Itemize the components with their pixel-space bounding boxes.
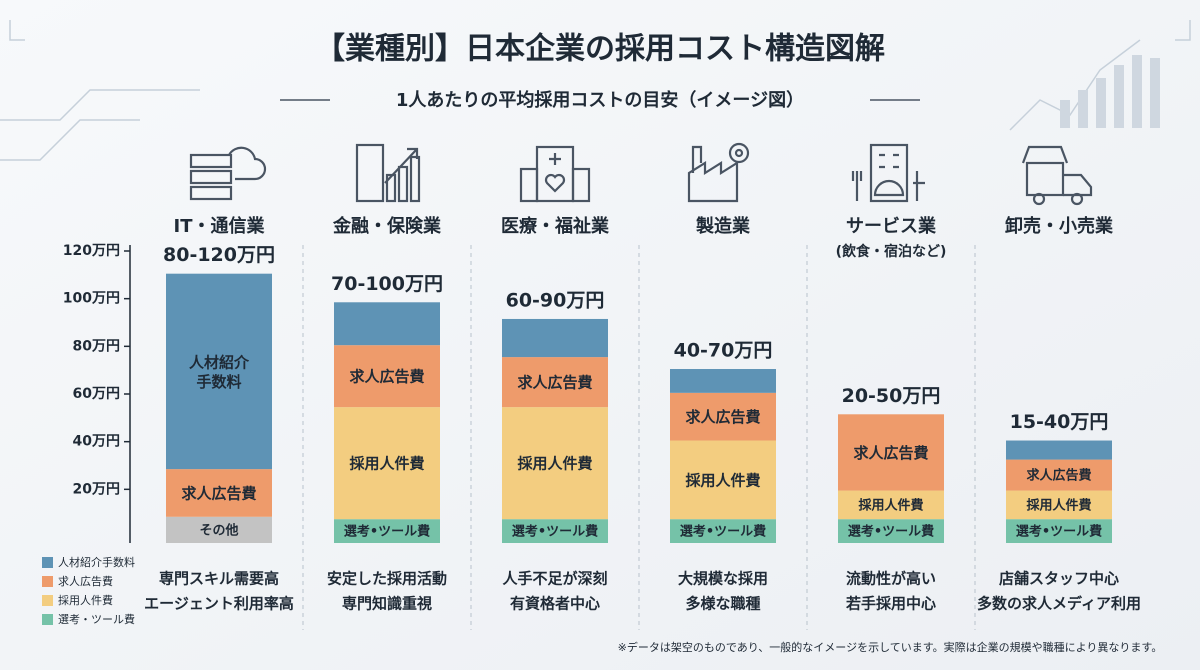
segment-label: 採用人件費 — [517, 455, 592, 473]
segment-label: 求人広告費 — [517, 374, 592, 392]
segment-label: 採用人件費 — [685, 471, 760, 489]
segment-label: 選考•ツール費 — [512, 524, 598, 540]
bar-segment — [166, 273, 272, 470]
total-label: 40-70万円 — [674, 340, 773, 362]
description: 有資格者中心 — [510, 595, 600, 613]
description: 流動性が高い — [846, 570, 936, 588]
legend-label: 求人広告費 — [58, 574, 113, 588]
category-label: 卸売・小売業 — [1005, 215, 1114, 237]
y-tick-label: 80万円 — [73, 338, 120, 354]
description: 若手採用中心 — [845, 595, 936, 613]
bar-segment — [1006, 490, 1112, 520]
legend-swatch — [42, 614, 53, 625]
bar-segment — [502, 407, 608, 520]
y-tick-label: 60万円 — [73, 386, 120, 402]
bar-segment — [670, 440, 776, 520]
bar-segment — [502, 318, 608, 358]
decoration — [0, 20, 1191, 161]
chart-title: 【業種別】日本企業の採用コスト構造図解 — [315, 32, 885, 67]
description: 多様な職種 — [685, 595, 760, 613]
total-label: 60-90万円 — [506, 289, 605, 311]
bar-segment — [670, 369, 776, 393]
category-label: 製造業 — [695, 215, 751, 237]
bar-segment — [838, 519, 944, 543]
y-tick-label: 100万円 — [63, 291, 120, 307]
category-label: サービス業 — [846, 215, 937, 237]
bar-segment — [1006, 519, 1112, 543]
legend-label: 人材紹介手数料 — [58, 555, 135, 569]
segment-label: 採用人件費 — [349, 455, 424, 473]
legend-label: 採用人件費 — [58, 593, 113, 607]
bar-segment — [838, 490, 944, 520]
segment-label: 採用人件費 — [858, 497, 923, 513]
bar-segment — [166, 516, 272, 543]
y-tick-label: 40万円 — [73, 434, 120, 450]
description: エージェント利用率高 — [144, 595, 294, 613]
bar-segment — [166, 469, 272, 517]
bar-segment — [1006, 440, 1112, 460]
segment-label: 求人広告費 — [685, 408, 760, 426]
footnote: ※データは架空のものであり、一般的なイメージを示しています。実際は企業の規模や職… — [618, 640, 1163, 654]
legend-swatch — [42, 595, 53, 606]
total-label: 80-120万円 — [163, 244, 275, 266]
segment-label: その他 — [199, 522, 238, 538]
bar-segment — [334, 302, 440, 346]
chart-subtitle: 1人あたりの平均採用コストの目安（イメージ図） — [396, 89, 804, 111]
y-tick-label: 20万円 — [73, 481, 120, 497]
bar-segment — [334, 519, 440, 543]
bar-segment — [670, 519, 776, 543]
segment-label: 求人広告費 — [853, 444, 928, 462]
bar-segment — [334, 345, 440, 408]
icons — [189, 142, 1093, 206]
description: 多数の求人メディア利用 — [977, 595, 1141, 613]
segment-label: 求人広告費 — [181, 484, 256, 502]
segment-label: 選考•ツール費 — [848, 524, 934, 540]
description: 専門知識重視 — [342, 595, 432, 613]
legend-swatch — [42, 576, 53, 587]
bar-segment — [838, 414, 944, 491]
y-tick-label: 120万円 — [63, 243, 120, 259]
segment-label: 選考•ツール費 — [344, 524, 430, 540]
category-label: 金融・保険業 — [332, 215, 442, 237]
total-label: 70-100万円 — [331, 273, 443, 295]
total-label: 20-50万円 — [842, 385, 941, 407]
category-note: (飲食・宿泊など) — [836, 243, 947, 260]
segment-label: 選考•ツール費 — [680, 524, 766, 540]
segment-label: 求人広告費 — [1026, 468, 1091, 484]
bar-segment — [334, 407, 440, 520]
segment-label: 人材紹介手数料 — [189, 353, 250, 391]
category-label: 医療・福祉業 — [501, 215, 610, 237]
category-label: IT・通信業 — [174, 215, 266, 237]
segment-label: 求人広告費 — [349, 368, 424, 386]
segment-label: 選考•ツール費 — [1016, 524, 1102, 540]
legend-swatch — [42, 557, 53, 568]
bar-segment — [502, 357, 608, 408]
bar-segment — [502, 519, 608, 543]
total-label: 15-40万円 — [1010, 411, 1109, 433]
description: 店舗スタッフ中心 — [999, 570, 1119, 588]
segment-label: 採用人件費 — [1026, 497, 1091, 513]
description: 大規模な採用 — [678, 570, 768, 588]
description: 安定した採用活動 — [327, 570, 447, 588]
bar-segment — [670, 392, 776, 441]
description: 人手不足が深刻 — [502, 570, 607, 588]
bar-segment — [1006, 459, 1112, 491]
description: 専門スキル需要高 — [159, 570, 279, 588]
legend-label: 選考・ツール費 — [58, 612, 135, 626]
decoration-bars — [1060, 55, 1160, 128]
